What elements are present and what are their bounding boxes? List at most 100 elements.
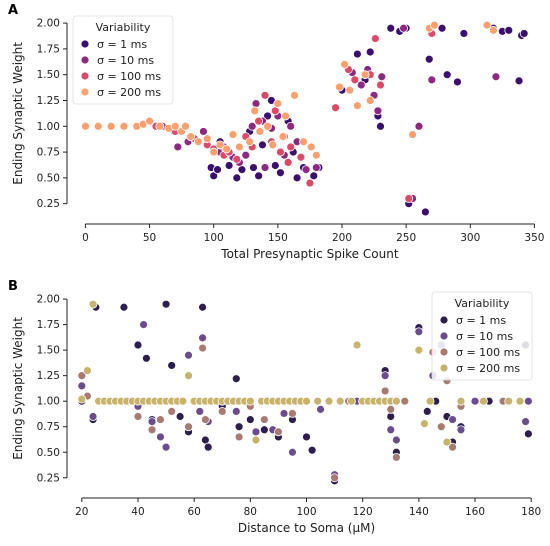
data-point <box>365 96 375 105</box>
data-point <box>234 432 244 442</box>
data-point <box>352 49 362 59</box>
y-tick-label: 1.50 <box>37 69 60 81</box>
legend-marker <box>80 71 90 81</box>
y-tick-label: 1.00 <box>37 121 60 133</box>
data-point <box>133 340 143 350</box>
data-point <box>260 163 270 172</box>
data-point <box>515 396 525 406</box>
data-point <box>391 435 401 445</box>
panel-b: B 0.25 0.50 0.75 1.00 1.25 1.50 1.75 2.00 20 40 60 8… <box>8 279 541 535</box>
data-point <box>350 75 360 85</box>
data-point <box>391 452 401 462</box>
data-point <box>288 409 297 418</box>
x-axis-label: Distance to Soma (μM) <box>238 521 375 535</box>
data-point <box>376 121 385 131</box>
data-point <box>202 134 212 144</box>
data-point <box>259 425 269 435</box>
data-point <box>424 54 434 64</box>
x-tick-label: 150 <box>268 232 288 244</box>
x-axis-label: Total Presynaptic Spike Count <box>220 247 399 261</box>
data-point <box>81 121 90 131</box>
data-point <box>414 327 424 337</box>
data-point <box>200 415 210 424</box>
legend-entry: σ = 10 ms <box>456 330 513 343</box>
data-point <box>429 20 439 30</box>
data-point <box>278 132 288 142</box>
data-point <box>311 150 321 160</box>
data-point <box>268 140 278 150</box>
data-point <box>245 137 255 147</box>
legend-entry: σ = 1 ms <box>97 38 147 51</box>
y-tick-label: 0.25 <box>37 472 60 484</box>
x-tick-label: 160 <box>465 506 485 518</box>
data-point <box>488 25 498 35</box>
data-point <box>263 121 272 131</box>
legend-entry: σ = 1 ms <box>456 314 506 327</box>
data-point <box>448 415 457 424</box>
data-point <box>228 130 238 139</box>
data-point <box>305 178 315 188</box>
data-point <box>302 396 311 406</box>
data-point <box>251 435 261 445</box>
x-tick-label: 350 <box>524 232 544 244</box>
data-point <box>156 432 165 442</box>
x-tick-label: 100 <box>296 506 316 518</box>
data-point <box>270 161 280 170</box>
data-point <box>273 99 283 108</box>
data-point <box>420 207 430 217</box>
data-point <box>324 396 334 406</box>
data-point <box>283 158 293 167</box>
x-tick-label: 100 <box>204 232 224 244</box>
data-point <box>299 137 308 147</box>
y-tick-label: 0.75 <box>37 147 60 159</box>
data-point <box>380 386 390 396</box>
data-point <box>448 442 457 452</box>
data-point <box>404 194 414 203</box>
data-point <box>276 168 285 178</box>
data-point <box>184 350 193 360</box>
data-point <box>414 345 424 355</box>
legend-entry: σ = 100 ms <box>97 70 161 83</box>
y-tick-label: 2.00 <box>37 18 60 30</box>
data-point <box>442 437 452 447</box>
data-point <box>306 142 316 152</box>
data-point <box>408 130 417 139</box>
data-point <box>442 70 452 80</box>
data-point <box>254 116 264 126</box>
data-point <box>203 442 213 452</box>
data-point <box>352 101 362 111</box>
data-point <box>276 147 285 157</box>
data-point <box>209 171 219 181</box>
data-point <box>414 121 424 131</box>
legend: Variability σ = 1 ms σ = 10 ms σ = 100 ms σ … <box>431 291 533 381</box>
data-point <box>147 425 157 435</box>
data-point <box>470 396 480 406</box>
y-tick-label: 0.50 <box>37 172 60 184</box>
data-point <box>523 396 533 406</box>
data-point <box>309 171 319 181</box>
legend-marker <box>439 347 449 357</box>
data-point <box>217 407 227 416</box>
data-point <box>313 396 323 406</box>
data-point <box>119 302 129 312</box>
data-point <box>459 29 469 38</box>
legend-entry: σ = 10 ms <box>97 54 154 67</box>
legend-box <box>72 15 174 105</box>
y-axis-label: Ending Synaptic Weight <box>11 317 25 460</box>
data-point <box>331 103 340 113</box>
x-tick-label: 120 <box>353 506 373 518</box>
data-point <box>139 320 148 329</box>
y-tick-label: 1.75 <box>37 319 60 331</box>
data-point <box>147 417 157 427</box>
y-tick-label: 1.25 <box>37 95 60 107</box>
data-point <box>427 75 437 85</box>
data-point <box>399 23 408 33</box>
data-point <box>167 361 177 370</box>
data-point <box>373 106 383 116</box>
data-point <box>386 23 396 33</box>
data-point <box>193 137 203 147</box>
data-point <box>199 127 208 136</box>
data-point <box>178 396 188 406</box>
data-point <box>479 396 488 406</box>
data-point <box>296 152 306 162</box>
